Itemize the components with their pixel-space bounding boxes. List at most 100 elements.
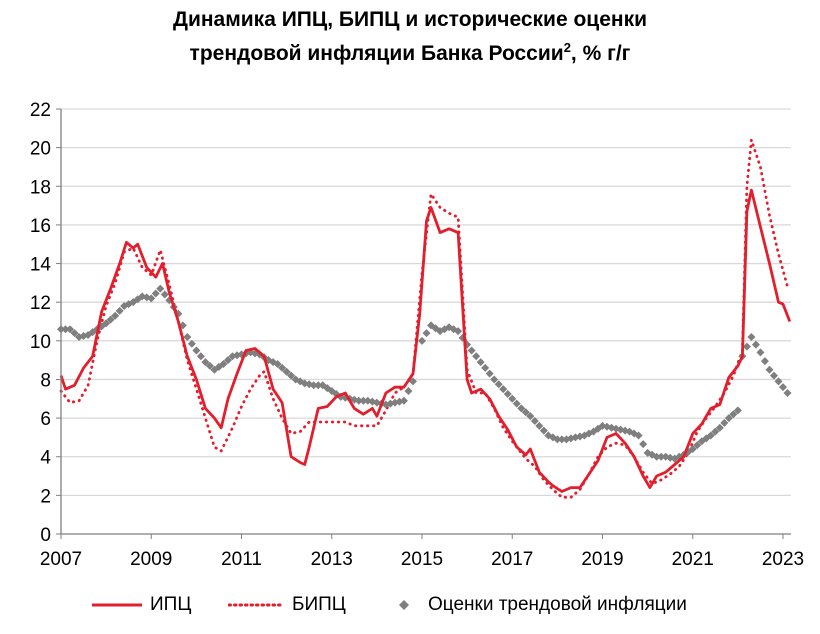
y-tick-label: 10 <box>30 332 51 353</box>
trend-marker <box>530 416 539 425</box>
x-tick-label: 2021 <box>672 549 714 570</box>
trend-marker <box>715 423 724 432</box>
x-axis-ticks: 2007 2009 2011 2013 2015 2017 2019 2021 2023 <box>40 549 804 570</box>
y-tick-label: 8 <box>40 370 51 391</box>
y-tick-label: 4 <box>40 448 51 469</box>
y-tick-label: 16 <box>30 216 51 237</box>
axes <box>56 108 791 539</box>
trend-marker <box>503 389 512 398</box>
trend-marker <box>147 294 156 303</box>
y-tick-label: 20 <box>30 139 51 160</box>
trend-marker <box>512 399 521 408</box>
trend-marker <box>467 346 476 355</box>
legend-dotted-line-icon <box>228 603 284 607</box>
trend-marker <box>314 381 323 390</box>
trend-marker <box>192 346 201 355</box>
trend-marker <box>156 284 165 293</box>
y-axis-ticks: 0 2 4 6 8 10 12 14 16 18 20 22 <box>30 100 52 546</box>
trend-marker <box>66 325 75 334</box>
trend-marker <box>751 340 760 349</box>
trend-marker <box>201 358 210 367</box>
trend-marker <box>205 361 214 370</box>
trend-marker <box>354 396 363 405</box>
trend-marker <box>223 356 232 365</box>
legend-label-trend: Оценки трендовой инфляции <box>428 594 687 615</box>
legend-item-trend: Оценки трендовой инфляции <box>398 594 687 616</box>
chart-title: Динамика ИПЦ, БИПЦ и исторические оценки… <box>0 6 820 68</box>
trend-marker <box>422 329 431 338</box>
trend-marker <box>711 427 720 436</box>
trend-marker <box>151 289 160 298</box>
trend-marker <box>724 414 733 423</box>
trend-marker <box>219 360 228 368</box>
x-tick-label: 2007 <box>40 549 82 570</box>
legend-item-cpi: ИПЦ <box>92 594 191 616</box>
trend-marker <box>783 388 792 397</box>
trend-marker <box>408 377 417 386</box>
series-trend-inflation <box>57 284 792 463</box>
trend-marker <box>521 408 530 417</box>
x-tick-label: 2009 <box>130 549 172 570</box>
trend-marker <box>61 325 70 334</box>
trend-marker <box>652 452 661 461</box>
trend-marker <box>720 418 729 427</box>
trend-marker <box>769 371 778 380</box>
trend-marker <box>481 363 490 372</box>
trend-marker <box>102 319 111 328</box>
legend-diamond-marker-icon <box>399 600 409 610</box>
x-tick-label: 2013 <box>311 549 353 570</box>
trend-marker <box>517 404 526 413</box>
trend-marker <box>774 377 783 386</box>
trend-marker <box>187 339 196 348</box>
trend-marker <box>742 342 751 351</box>
x-tick-label: 2017 <box>491 549 533 570</box>
trend-marker <box>508 394 517 403</box>
trend-marker <box>70 329 79 338</box>
title-line-2: трендовой инфляции Банка России2, % г/г <box>0 34 820 68</box>
y-tick-label: 2 <box>40 486 51 507</box>
trend-marker <box>476 358 485 367</box>
title-unit: , % г/г <box>570 42 631 65</box>
trend-marker <box>278 363 287 372</box>
trend-marker <box>490 375 499 384</box>
trend-marker <box>760 357 769 366</box>
trend-marker <box>282 367 291 376</box>
legend-label-cpi: ИПЦ <box>150 594 192 615</box>
x-tick-label: 2015 <box>401 549 443 570</box>
trend-marker <box>196 352 205 361</box>
trend-marker <box>287 371 296 380</box>
trend-marker <box>454 327 463 336</box>
trend-marker <box>273 360 282 368</box>
series-layer <box>57 138 792 499</box>
trend-marker <box>111 311 120 320</box>
title-line-1: Динамика ИПЦ, БИПЦ и исторические оценки <box>173 8 647 31</box>
y-tick-label: 0 <box>40 525 51 546</box>
series-core-cpi-line <box>59 138 789 499</box>
y-tick-label: 6 <box>40 409 51 430</box>
trend-marker <box>399 396 408 405</box>
trend-marker <box>733 406 742 415</box>
trend-marker <box>657 452 666 461</box>
legend-solid-line-icon <box>92 603 142 607</box>
title-line-2-text: трендовой инфляции Банка России <box>189 42 564 65</box>
trend-marker <box>688 445 697 453</box>
trend-marker <box>160 290 169 299</box>
trend-marker <box>494 380 503 389</box>
trend-marker <box>779 383 787 392</box>
trend-marker <box>557 435 566 444</box>
trend-marker <box>418 336 426 345</box>
trend-marker <box>535 421 544 430</box>
y-tick-label: 22 <box>30 100 51 121</box>
trend-marker <box>729 410 738 419</box>
y-tick-label: 18 <box>30 177 51 198</box>
legend-item-core: БИПЦ <box>228 594 346 616</box>
legend-label-core: БИПЦ <box>292 594 346 615</box>
y-tick-label: 12 <box>30 293 51 314</box>
trend-marker <box>765 365 774 374</box>
trend-marker <box>639 440 648 449</box>
trend-marker <box>539 426 548 435</box>
trend-marker <box>693 441 702 450</box>
trend-marker <box>756 348 765 357</box>
trend-marker <box>115 306 124 315</box>
